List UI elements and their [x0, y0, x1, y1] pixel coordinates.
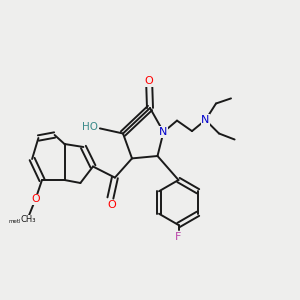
Text: HO: HO [82, 122, 98, 132]
Text: F: F [175, 232, 182, 242]
Text: O: O [31, 194, 40, 205]
Text: O: O [107, 200, 116, 211]
Text: N: N [201, 115, 210, 125]
Text: CH₃: CH₃ [21, 215, 36, 224]
Text: O: O [145, 76, 154, 86]
Text: methoxy: methoxy [8, 220, 32, 224]
Text: N: N [159, 127, 168, 137]
